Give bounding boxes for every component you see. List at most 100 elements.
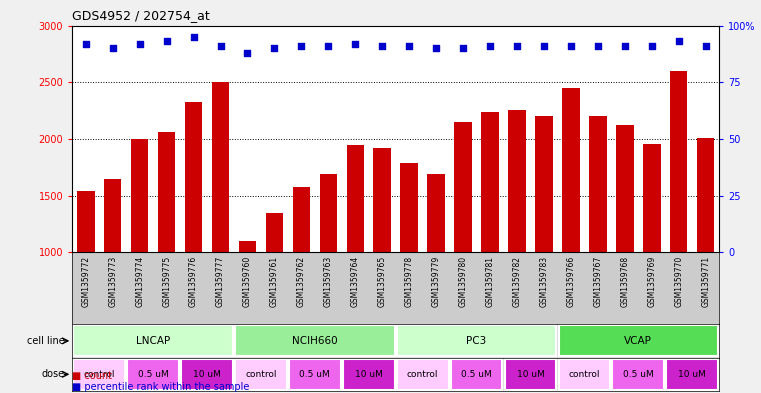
Point	[187, 34, 199, 40]
Text: 0.5 uM: 0.5 uM	[461, 370, 492, 379]
Bar	[77, 191, 94, 252]
Text: GSM1359780: GSM1359780	[459, 256, 467, 307]
Bar	[104, 179, 122, 252]
Text: GSM1359762: GSM1359762	[297, 256, 306, 307]
Text: control: control	[245, 370, 277, 379]
Text: GSM1359764: GSM1359764	[351, 256, 360, 307]
Text: GSM1359770: GSM1359770	[674, 256, 683, 307]
Bar	[343, 359, 395, 390]
Point	[645, 43, 658, 49]
Bar	[181, 359, 233, 390]
Bar	[505, 359, 556, 390]
Point	[322, 43, 334, 49]
Bar	[396, 325, 556, 356]
Text: 0.5 uM: 0.5 uM	[300, 370, 330, 379]
Text: GSM1359773: GSM1359773	[108, 256, 117, 307]
Point	[619, 43, 631, 49]
Text: 10 uM: 10 uM	[193, 370, 221, 379]
Point	[430, 45, 442, 51]
Text: ■ percentile rank within the sample: ■ percentile rank within the sample	[72, 382, 250, 392]
Point	[538, 43, 550, 49]
Bar	[289, 359, 341, 390]
Text: GSM1359765: GSM1359765	[377, 256, 387, 307]
Bar	[131, 139, 148, 252]
Text: GSM1359776: GSM1359776	[189, 256, 198, 307]
Text: GSM1359766: GSM1359766	[566, 256, 575, 307]
Text: GSM1359778: GSM1359778	[405, 256, 414, 307]
Bar	[697, 138, 715, 252]
Point	[457, 45, 470, 51]
Bar	[454, 122, 472, 252]
Point	[673, 38, 685, 44]
Point	[295, 43, 307, 49]
Point	[241, 50, 253, 56]
Point	[565, 43, 577, 49]
Bar	[428, 174, 445, 252]
Bar	[613, 359, 664, 390]
Text: 0.5 uM: 0.5 uM	[138, 370, 168, 379]
Text: LNCAP: LNCAP	[136, 336, 170, 346]
Bar	[616, 125, 634, 252]
Bar	[559, 359, 610, 390]
Bar	[73, 325, 233, 356]
Text: GSM1359771: GSM1359771	[701, 256, 710, 307]
Text: GSM1359777: GSM1359777	[216, 256, 225, 307]
Bar	[320, 174, 337, 252]
Text: GDS4952 / 202754_at: GDS4952 / 202754_at	[72, 9, 210, 22]
Bar	[266, 213, 283, 252]
Point	[80, 40, 92, 47]
Text: GSM1359768: GSM1359768	[620, 256, 629, 307]
Text: GSM1359761: GSM1359761	[270, 256, 279, 307]
Text: control: control	[84, 370, 115, 379]
Point	[403, 43, 416, 49]
Bar	[643, 143, 661, 252]
Point	[107, 45, 119, 51]
Text: GSM1359783: GSM1359783	[540, 256, 549, 307]
Text: GSM1359781: GSM1359781	[486, 256, 495, 307]
Text: PC3: PC3	[466, 336, 487, 346]
Bar	[535, 116, 552, 252]
Bar	[481, 112, 498, 252]
Point	[349, 40, 361, 47]
Bar	[239, 241, 256, 252]
Point	[134, 40, 146, 47]
Bar	[73, 359, 125, 390]
Bar	[374, 148, 391, 252]
Point	[161, 38, 173, 44]
Text: ■ count: ■ count	[72, 371, 113, 381]
Bar	[559, 325, 718, 356]
Text: GSM1359772: GSM1359772	[81, 256, 91, 307]
Bar	[451, 359, 502, 390]
Text: 10 uM: 10 uM	[355, 370, 383, 379]
Bar	[158, 132, 175, 252]
Text: GSM1359769: GSM1359769	[648, 256, 656, 307]
Text: 10 uM: 10 uM	[517, 370, 544, 379]
Bar	[670, 71, 687, 252]
Bar	[293, 187, 310, 252]
Point	[269, 45, 281, 51]
Text: GSM1359763: GSM1359763	[324, 256, 333, 307]
Point	[511, 43, 523, 49]
Bar	[127, 359, 179, 390]
Bar	[396, 359, 448, 390]
Text: cell line: cell line	[27, 336, 65, 346]
Bar	[562, 88, 580, 252]
Text: VCAP: VCAP	[624, 336, 652, 346]
Text: GSM1359774: GSM1359774	[135, 256, 144, 307]
Text: GSM1359767: GSM1359767	[594, 256, 603, 307]
Text: GSM1359775: GSM1359775	[162, 256, 171, 307]
Bar	[212, 82, 229, 252]
Text: GSM1359760: GSM1359760	[243, 256, 252, 307]
Text: GSM1359779: GSM1359779	[431, 256, 441, 307]
Point	[484, 43, 496, 49]
Bar	[508, 110, 526, 252]
Point	[376, 43, 388, 49]
Bar	[235, 359, 287, 390]
Point	[215, 43, 227, 49]
Text: dose: dose	[42, 369, 65, 379]
Text: 0.5 uM: 0.5 uM	[623, 370, 654, 379]
Point	[699, 43, 712, 49]
Text: NCIH660: NCIH660	[292, 336, 338, 346]
Text: GSM1359782: GSM1359782	[512, 256, 521, 307]
Bar	[346, 145, 364, 252]
